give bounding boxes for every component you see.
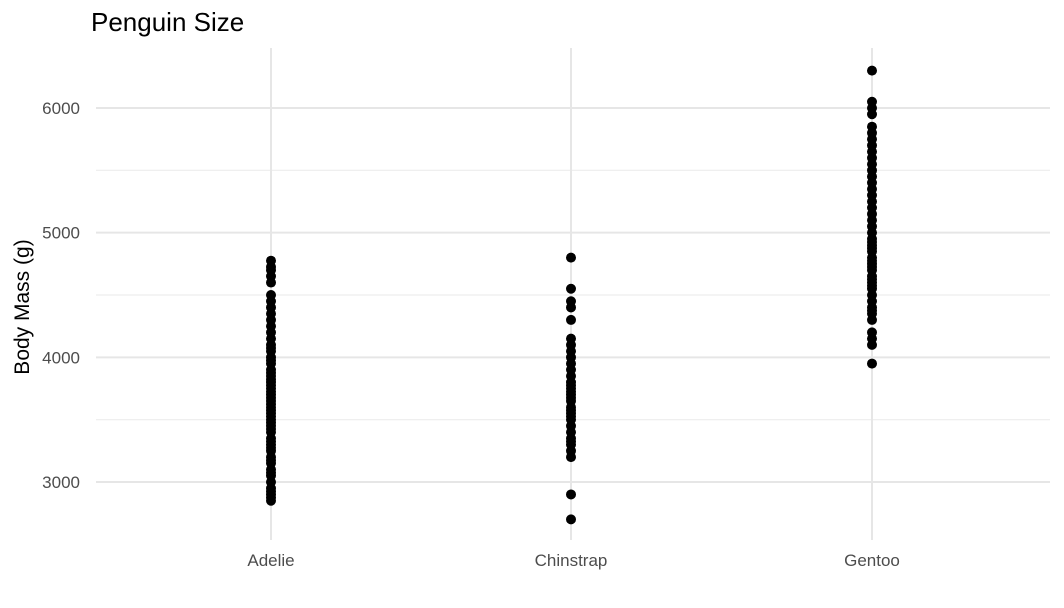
grid (96, 48, 1050, 540)
data-point-adelie (266, 255, 276, 266)
y-tick-label: 4000 (42, 348, 80, 367)
x-tick-label: Adelie (247, 551, 294, 570)
data-point-chinstrap (566, 296, 576, 307)
x-tick-labels: Adelie Chinstrap Gentoo (247, 551, 900, 570)
y-axis-label: Body Mass (g) (11, 239, 34, 374)
y-tick-label: 5000 (42, 224, 80, 243)
data-point-chinstrap (566, 252, 576, 263)
y-tick-labels: 3000 4000 5000 6000 (42, 99, 80, 492)
data-point-adelie (266, 290, 276, 300)
x-tick-label: Gentoo (844, 551, 900, 570)
y-tick-label: 6000 (42, 99, 80, 118)
data-point-gentoo (867, 96, 877, 107)
data-point-gentoo (867, 327, 877, 338)
data-point-chinstrap (566, 333, 576, 344)
data-point-gentoo (867, 358, 877, 369)
data-points (266, 65, 877, 525)
data-point-chinstrap (566, 314, 576, 325)
data-point-chinstrap (566, 283, 576, 294)
y-tick-label: 3000 (42, 473, 80, 492)
data-point-chinstrap (566, 489, 576, 500)
data-point-chinstrap (566, 514, 576, 525)
x-tick-label: Chinstrap (535, 551, 608, 570)
data-point-gentoo (867, 121, 877, 132)
data-point-gentoo (867, 65, 877, 76)
chart-title: Penguin Size (91, 7, 244, 37)
